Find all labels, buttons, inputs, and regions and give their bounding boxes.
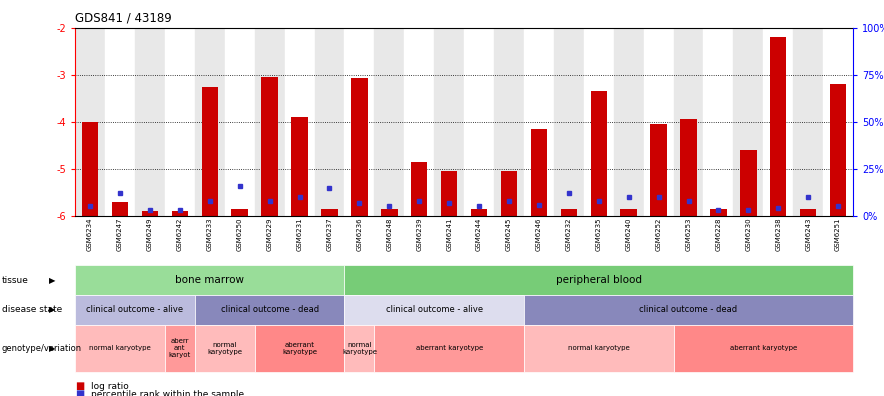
- Bar: [404, 28, 434, 216]
- Bar: [583, 28, 613, 216]
- Bar: [591, 91, 607, 216]
- Text: ■: ■: [75, 381, 84, 391]
- Bar: [321, 209, 338, 216]
- Bar: [411, 162, 428, 216]
- Text: tissue: tissue: [2, 276, 28, 285]
- Bar: [681, 120, 697, 216]
- Bar: [434, 28, 464, 216]
- Text: clinical outcome - dead: clinical outcome - dead: [220, 305, 319, 314]
- Text: genotype/variation: genotype/variation: [2, 344, 82, 353]
- Bar: [524, 28, 554, 216]
- Bar: [351, 78, 368, 216]
- Text: normal
karyotype: normal karyotype: [207, 342, 242, 355]
- Bar: [255, 28, 285, 216]
- Text: ▶: ▶: [49, 305, 55, 314]
- Bar: [651, 124, 667, 216]
- Text: normal karyotype: normal karyotype: [89, 345, 151, 352]
- Bar: [830, 84, 846, 216]
- Bar: [315, 28, 345, 216]
- Bar: [494, 28, 524, 216]
- Text: normal karyotype: normal karyotype: [568, 345, 629, 352]
- Bar: [621, 209, 636, 216]
- Bar: [232, 209, 248, 216]
- Text: ▶: ▶: [49, 344, 55, 353]
- Bar: [345, 28, 374, 216]
- Bar: [530, 129, 547, 216]
- Text: clinical outcome - alive: clinical outcome - alive: [87, 305, 184, 314]
- Bar: [500, 171, 517, 216]
- Bar: [285, 28, 315, 216]
- Bar: [560, 209, 577, 216]
- Bar: [135, 28, 165, 216]
- Text: aberrant karyotype: aberrant karyotype: [729, 345, 796, 352]
- Bar: [292, 117, 308, 216]
- Bar: [740, 150, 757, 216]
- Bar: [554, 28, 583, 216]
- Bar: [464, 28, 494, 216]
- Text: log ratio: log ratio: [91, 382, 129, 390]
- Text: normal
karyotype: normal karyotype: [342, 342, 377, 355]
- Bar: [704, 28, 734, 216]
- Bar: [770, 37, 787, 216]
- Text: GDS841 / 43189: GDS841 / 43189: [75, 12, 171, 25]
- Text: aberrant
karyotype: aberrant karyotype: [282, 342, 317, 355]
- Text: ▶: ▶: [49, 276, 55, 285]
- Text: ■: ■: [75, 389, 84, 396]
- Text: disease state: disease state: [2, 305, 62, 314]
- Bar: [165, 28, 194, 216]
- Bar: [262, 77, 278, 216]
- Bar: [381, 209, 398, 216]
- Bar: [793, 28, 823, 216]
- Bar: [674, 28, 704, 216]
- Bar: [194, 28, 225, 216]
- Bar: [800, 209, 817, 216]
- Bar: [763, 28, 793, 216]
- Text: percentile rank within the sample: percentile rank within the sample: [91, 390, 244, 396]
- Bar: [171, 211, 188, 216]
- Bar: [225, 28, 255, 216]
- Text: bone marrow: bone marrow: [175, 275, 244, 285]
- Text: peripheral blood: peripheral blood: [556, 275, 642, 285]
- Bar: [202, 86, 218, 216]
- Text: aberr
ant
karyot: aberr ant karyot: [169, 339, 191, 358]
- Bar: [823, 28, 853, 216]
- Bar: [141, 211, 158, 216]
- Text: clinical outcome - alive: clinical outcome - alive: [385, 305, 483, 314]
- Bar: [105, 28, 135, 216]
- Text: aberrant karyotype: aberrant karyotype: [415, 345, 483, 352]
- Bar: [82, 122, 98, 216]
- Bar: [613, 28, 644, 216]
- Bar: [441, 171, 457, 216]
- Text: clinical outcome - dead: clinical outcome - dead: [639, 305, 737, 314]
- Bar: [471, 209, 487, 216]
- Bar: [710, 209, 727, 216]
- Bar: [644, 28, 674, 216]
- Bar: [734, 28, 763, 216]
- Bar: [111, 202, 128, 216]
- Bar: [374, 28, 404, 216]
- Bar: [75, 28, 105, 216]
